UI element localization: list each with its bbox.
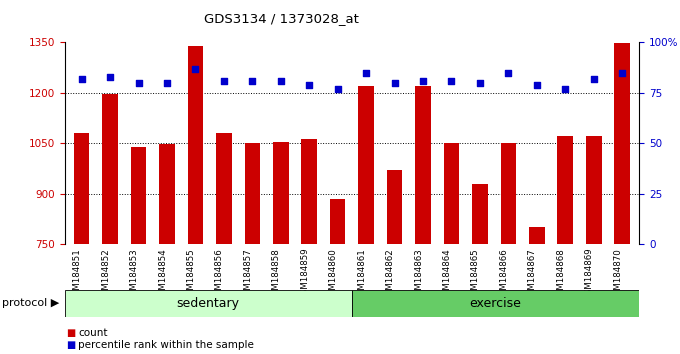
Text: protocol ▶: protocol ▶ (2, 298, 59, 308)
Text: GSM184858: GSM184858 (272, 248, 281, 301)
Bar (558, 136, 573, 244)
Text: count: count (78, 329, 107, 338)
Bar (443, 143, 459, 244)
Text: GSM184864: GSM184864 (443, 248, 452, 301)
Text: GSM184861: GSM184861 (357, 248, 366, 301)
Point (588, 76, 599, 82)
Bar (415, 86, 431, 244)
Text: GSM184867: GSM184867 (528, 248, 537, 301)
Bar (102, 94, 118, 244)
Text: GSM184853: GSM184853 (130, 248, 139, 301)
Bar (330, 199, 345, 244)
Text: GSM184854: GSM184854 (158, 248, 167, 301)
Text: GSM184868: GSM184868 (556, 248, 565, 301)
Bar (500, 143, 516, 244)
Point (133, 80, 144, 86)
Text: GDS3134 / 1373028_at: GDS3134 / 1373028_at (204, 12, 359, 25)
Text: GSM184860: GSM184860 (328, 248, 338, 301)
Bar (586, 136, 602, 244)
Point (360, 70, 371, 76)
Point (304, 82, 315, 88)
Text: GSM184851: GSM184851 (73, 248, 82, 301)
Point (418, 78, 428, 84)
Text: GSM184865: GSM184865 (471, 248, 480, 301)
Text: percentile rank within the sample: percentile rank within the sample (78, 340, 254, 350)
Point (617, 70, 628, 76)
Point (190, 66, 201, 72)
Point (76, 76, 87, 82)
Point (475, 80, 486, 86)
Text: ■: ■ (66, 329, 75, 338)
Text: sedentary: sedentary (177, 297, 240, 310)
Text: GSM184855: GSM184855 (186, 248, 195, 301)
Text: GSM184863: GSM184863 (414, 248, 423, 301)
Text: GSM184856: GSM184856 (215, 248, 224, 301)
Point (218, 78, 229, 84)
Text: GSM184859: GSM184859 (301, 248, 309, 301)
Point (560, 86, 571, 92)
Bar (614, 43, 630, 244)
Bar (245, 143, 260, 244)
Bar (131, 147, 146, 244)
Bar (188, 46, 203, 244)
Bar (216, 133, 232, 244)
Bar (65, 290, 352, 317)
Bar (472, 184, 488, 244)
Text: GSM184852: GSM184852 (101, 248, 110, 301)
Point (333, 86, 343, 92)
Text: GSM184862: GSM184862 (386, 248, 394, 301)
Point (247, 78, 258, 84)
Bar (159, 144, 175, 244)
Point (105, 74, 116, 80)
Point (446, 78, 457, 84)
Bar (529, 227, 545, 244)
Bar (352, 290, 639, 317)
Point (275, 78, 286, 84)
Bar (387, 170, 403, 244)
Bar (301, 139, 317, 244)
Bar (358, 86, 374, 244)
Point (162, 80, 173, 86)
Point (503, 70, 514, 76)
Text: GSM184870: GSM184870 (613, 248, 622, 301)
Text: ■: ■ (66, 340, 75, 350)
Text: GSM184857: GSM184857 (243, 248, 252, 301)
Bar (74, 133, 90, 244)
Bar (273, 142, 288, 244)
Text: GSM184869: GSM184869 (585, 248, 594, 301)
Point (389, 80, 400, 86)
Text: exercise: exercise (470, 297, 522, 310)
Text: GSM184866: GSM184866 (499, 248, 509, 301)
Point (531, 82, 542, 88)
